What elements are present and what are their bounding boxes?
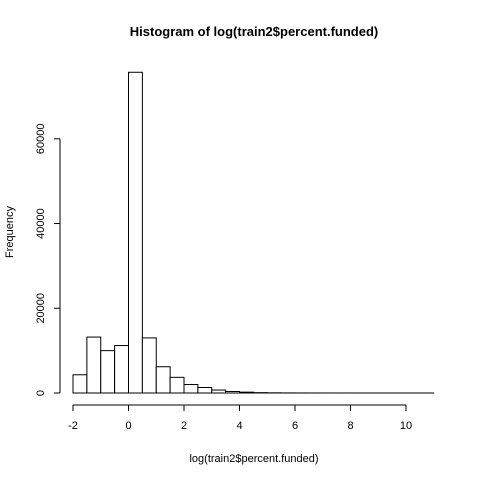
histogram-bar-8 xyxy=(183,384,199,394)
histogram-bar-5 xyxy=(141,337,157,394)
y-axis-label: Frequency xyxy=(4,206,16,258)
x-tick-label: 2 xyxy=(181,420,187,432)
histogram-bar-2 xyxy=(100,350,116,394)
y-tick-label: 60000 xyxy=(35,123,47,154)
histogram-bar-0 xyxy=(72,374,88,394)
histogram-bar-4 xyxy=(128,71,143,394)
histogram-bar-11 xyxy=(225,391,240,394)
histogram-bar-7 xyxy=(169,376,185,394)
histogram-bar-9 xyxy=(197,386,213,394)
y-axis: 0 20000 40000 60000 xyxy=(35,123,61,396)
x-tick-label: 10 xyxy=(400,420,412,432)
chart-title: Histogram of log(train2$percent.funded) xyxy=(130,24,378,39)
histogram-bar-3 xyxy=(114,345,129,394)
x-tick-label: 4 xyxy=(236,420,242,432)
y-tick-label: 20000 xyxy=(35,293,47,324)
x-axis-label: log(train2$percent.funded) xyxy=(189,453,318,465)
histogram-bars xyxy=(72,71,435,394)
y-tick-label: 40000 xyxy=(35,208,47,239)
y-tick-label: 0 xyxy=(35,390,47,396)
x-tick-label: 8 xyxy=(347,420,353,432)
x-tick-label: 6 xyxy=(292,420,298,432)
histogram-bar-6 xyxy=(155,366,171,394)
x-tick-label: -2 xyxy=(68,420,78,432)
histogram-bar-10 xyxy=(211,389,227,394)
histogram-bar-12 xyxy=(239,391,254,394)
histogram-bar-1 xyxy=(86,336,102,394)
x-tick-label: 0 xyxy=(125,420,131,432)
x-axis: -2 0 2 4 6 8 10 xyxy=(68,404,412,432)
